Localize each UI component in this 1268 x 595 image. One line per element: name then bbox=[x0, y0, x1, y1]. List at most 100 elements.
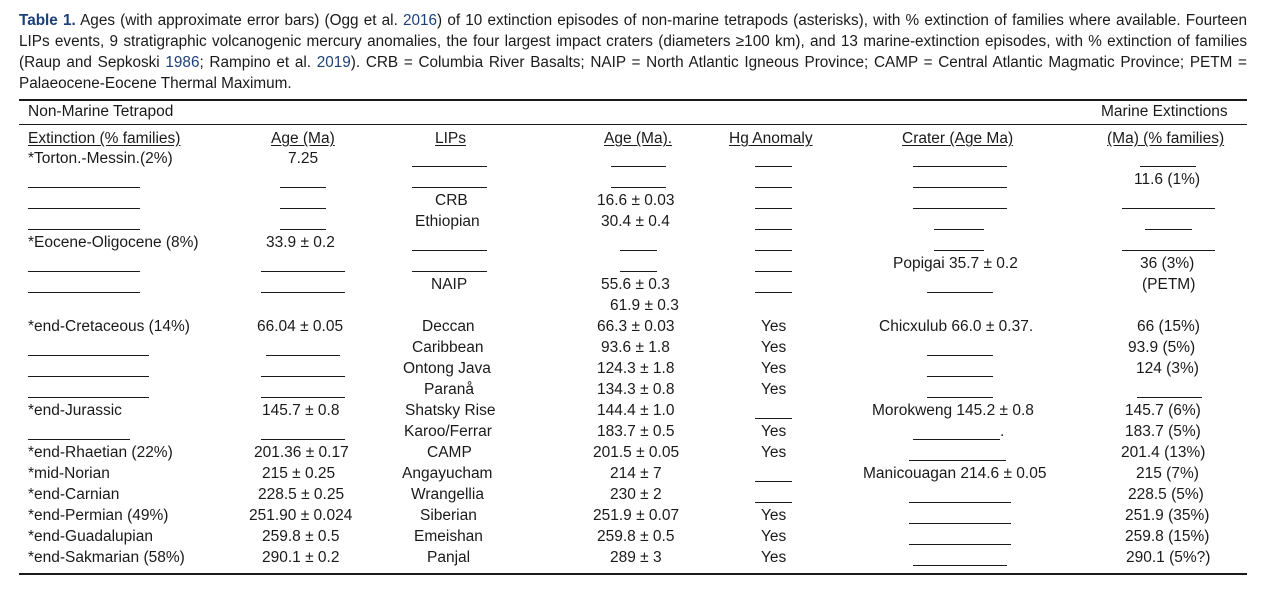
hg-cell: Yes bbox=[761, 381, 787, 398]
extinction-cell: *end-Cretaceous (14%) bbox=[28, 318, 190, 335]
empty-cell-rule bbox=[1140, 166, 1196, 167]
empty-cell-rule bbox=[28, 292, 140, 293]
empty-cell-rule bbox=[28, 271, 140, 272]
marine-cell: 145.7 (6%) bbox=[1125, 402, 1201, 419]
empty-cell-rule bbox=[261, 292, 345, 293]
empty-cell-rule bbox=[611, 187, 666, 188]
extinction-cell: *end-Guadalupian bbox=[28, 528, 153, 545]
empty-cell-rule bbox=[909, 523, 1011, 524]
age-cell: 259.8 ± 0.5 bbox=[262, 528, 340, 545]
crater-cell: Manicouagan 214.6 ± 0.05 bbox=[863, 465, 1047, 482]
lips-cell: Karoo/Ferrar bbox=[404, 423, 492, 440]
empty-cell-rule bbox=[620, 250, 657, 251]
marine-cell: 93.9 (5%) bbox=[1128, 339, 1196, 356]
hg-cell: Yes bbox=[761, 549, 787, 566]
col-header-lips: LIPs bbox=[435, 130, 467, 147]
empty-cell-rule bbox=[412, 250, 487, 251]
lips-age-cell: 230 ± 2 bbox=[610, 486, 662, 503]
marine-cell: 228.5 (5%) bbox=[1128, 486, 1204, 503]
empty-cell-rule bbox=[280, 208, 326, 209]
group-header-rule bbox=[19, 124, 1247, 125]
age-cell: 145.7 ± 0.8 bbox=[262, 402, 340, 419]
marine-cell: 36 (3%) bbox=[1140, 255, 1195, 272]
marine-cell: 183.7 (5%) bbox=[1125, 423, 1201, 440]
lips-age-cell: 16.6 ± 0.03 bbox=[597, 192, 675, 209]
caption-text-2: ) of 10 extinction episodes of non-marin… bbox=[19, 12, 1247, 71]
marine-cell: 201.4 (13%) bbox=[1121, 444, 1206, 461]
caption-ref-rampino[interactable]: 2019 bbox=[316, 54, 351, 71]
empty-cell-rule bbox=[412, 271, 487, 272]
crater-cell: Morokweng 145.2 ± 0.8 bbox=[872, 402, 1034, 419]
extinction-cell: *Torton.-Messin.(2%) bbox=[28, 150, 173, 167]
table-caption: Table 1. Ages (with approximate error ba… bbox=[19, 10, 1247, 94]
lips-age-cell: 93.6 ± 1.8 bbox=[601, 339, 670, 356]
lips-cell: Angayucham bbox=[402, 465, 493, 482]
empty-cell-rule bbox=[755, 208, 792, 209]
extinction-cell: *end-Sakmarian (58%) bbox=[28, 549, 185, 566]
crater-cell: Chicxulub 66.0 ± 0.37. bbox=[879, 318, 1034, 335]
marine-cell: 290.1 (5%?) bbox=[1126, 549, 1211, 566]
lips-cell: CRB bbox=[435, 192, 468, 209]
group-header-non-marine: Non-Marine Tetrapod bbox=[28, 103, 174, 120]
empty-cell-rule bbox=[909, 460, 1006, 461]
marine-cell: 11.6 (1%) bbox=[1134, 171, 1201, 188]
lips-age-cell: 251.9 ± 0.07 bbox=[593, 507, 680, 524]
empty-cell-rule bbox=[28, 397, 149, 398]
empty-cell-rule bbox=[755, 271, 792, 272]
empty-cell-rule bbox=[927, 355, 993, 356]
table-top-rule bbox=[19, 99, 1247, 101]
empty-cell-rule bbox=[909, 544, 1011, 545]
hg-cell: Yes bbox=[761, 423, 787, 440]
empty-cell-rule bbox=[280, 187, 326, 188]
table-bottom-rule bbox=[19, 573, 1247, 575]
lips-age-cell: 61.9 ± 0.3 bbox=[610, 297, 679, 314]
caption-ref-ogg[interactable]: 2016 bbox=[403, 12, 438, 29]
caption-ref-raup[interactable]: 1986 bbox=[165, 54, 200, 71]
empty-cell-rule bbox=[412, 187, 487, 188]
marine-cell: (PETM) bbox=[1142, 276, 1196, 293]
empty-cell-rule bbox=[280, 229, 326, 230]
empty-cell-rule bbox=[755, 229, 792, 230]
empty-cell-rule bbox=[261, 376, 345, 377]
lips-cell: Emeishan bbox=[414, 528, 483, 545]
empty-cell-rule bbox=[28, 229, 140, 230]
lips-cell: CAMP bbox=[427, 444, 472, 461]
lips-cell: Shatsky Rise bbox=[405, 402, 496, 419]
empty-cell-rule bbox=[755, 187, 792, 188]
lips-age-cell: 201.5 ± 0.05 bbox=[593, 444, 680, 461]
lips-cell: NAIP bbox=[431, 276, 468, 293]
lips-age-cell: 259.8 ± 0.5 bbox=[597, 528, 675, 545]
age-cell: 201.36 ± 0.17 bbox=[254, 444, 349, 461]
lips-age-cell: 124.3 ± 1.8 bbox=[597, 360, 675, 377]
extinction-cell: *end-Jurassic bbox=[28, 402, 122, 419]
empty-cell-rule bbox=[261, 439, 345, 440]
empty-cell-rule bbox=[1122, 250, 1215, 251]
age-cell: 251.90 ± 0.024 bbox=[249, 507, 353, 524]
col-header-marine: (Ma) (% families) bbox=[1107, 130, 1225, 147]
extinction-cell: *end-Rhaetian (22%) bbox=[28, 444, 173, 461]
empty-cell-rule bbox=[620, 271, 657, 272]
lips-cell: Ontong Java bbox=[403, 360, 491, 377]
col-header-crater: Crater (Age Ma) bbox=[902, 130, 1014, 147]
empty-cell-rule bbox=[909, 502, 1011, 503]
empty-cell-rule bbox=[927, 292, 993, 293]
empty-cell-rule bbox=[28, 355, 149, 356]
lips-age-cell: 214 ± 7 bbox=[610, 465, 662, 482]
empty-cell-rule bbox=[261, 397, 345, 398]
lips-age-cell: 30.4 ± 0.4 bbox=[601, 213, 670, 230]
lips-age-cell: 134.3 ± 0.8 bbox=[597, 381, 675, 398]
lips-age-cell: 144.4 ± 1.0 bbox=[597, 402, 675, 419]
hg-cell: Yes bbox=[761, 528, 787, 545]
marine-cell: 259.8 (15%) bbox=[1125, 528, 1210, 545]
empty-cell-rule bbox=[28, 187, 140, 188]
empty-cell-rule bbox=[412, 166, 487, 167]
age-cell: 228.5 ± 0.25 bbox=[258, 486, 345, 503]
empty-cell-rule bbox=[913, 187, 1007, 188]
hg-cell: Yes bbox=[761, 507, 787, 524]
lips-cell: Deccan bbox=[422, 318, 475, 335]
age-cell: 7.25 bbox=[288, 150, 319, 167]
empty-cell-rule bbox=[755, 292, 792, 293]
group-header-marine: Marine Extinctions bbox=[1101, 103, 1228, 120]
empty-cell-rule bbox=[755, 418, 792, 419]
crater-cell: Popigai 35.7 ± 0.2 bbox=[893, 255, 1018, 272]
